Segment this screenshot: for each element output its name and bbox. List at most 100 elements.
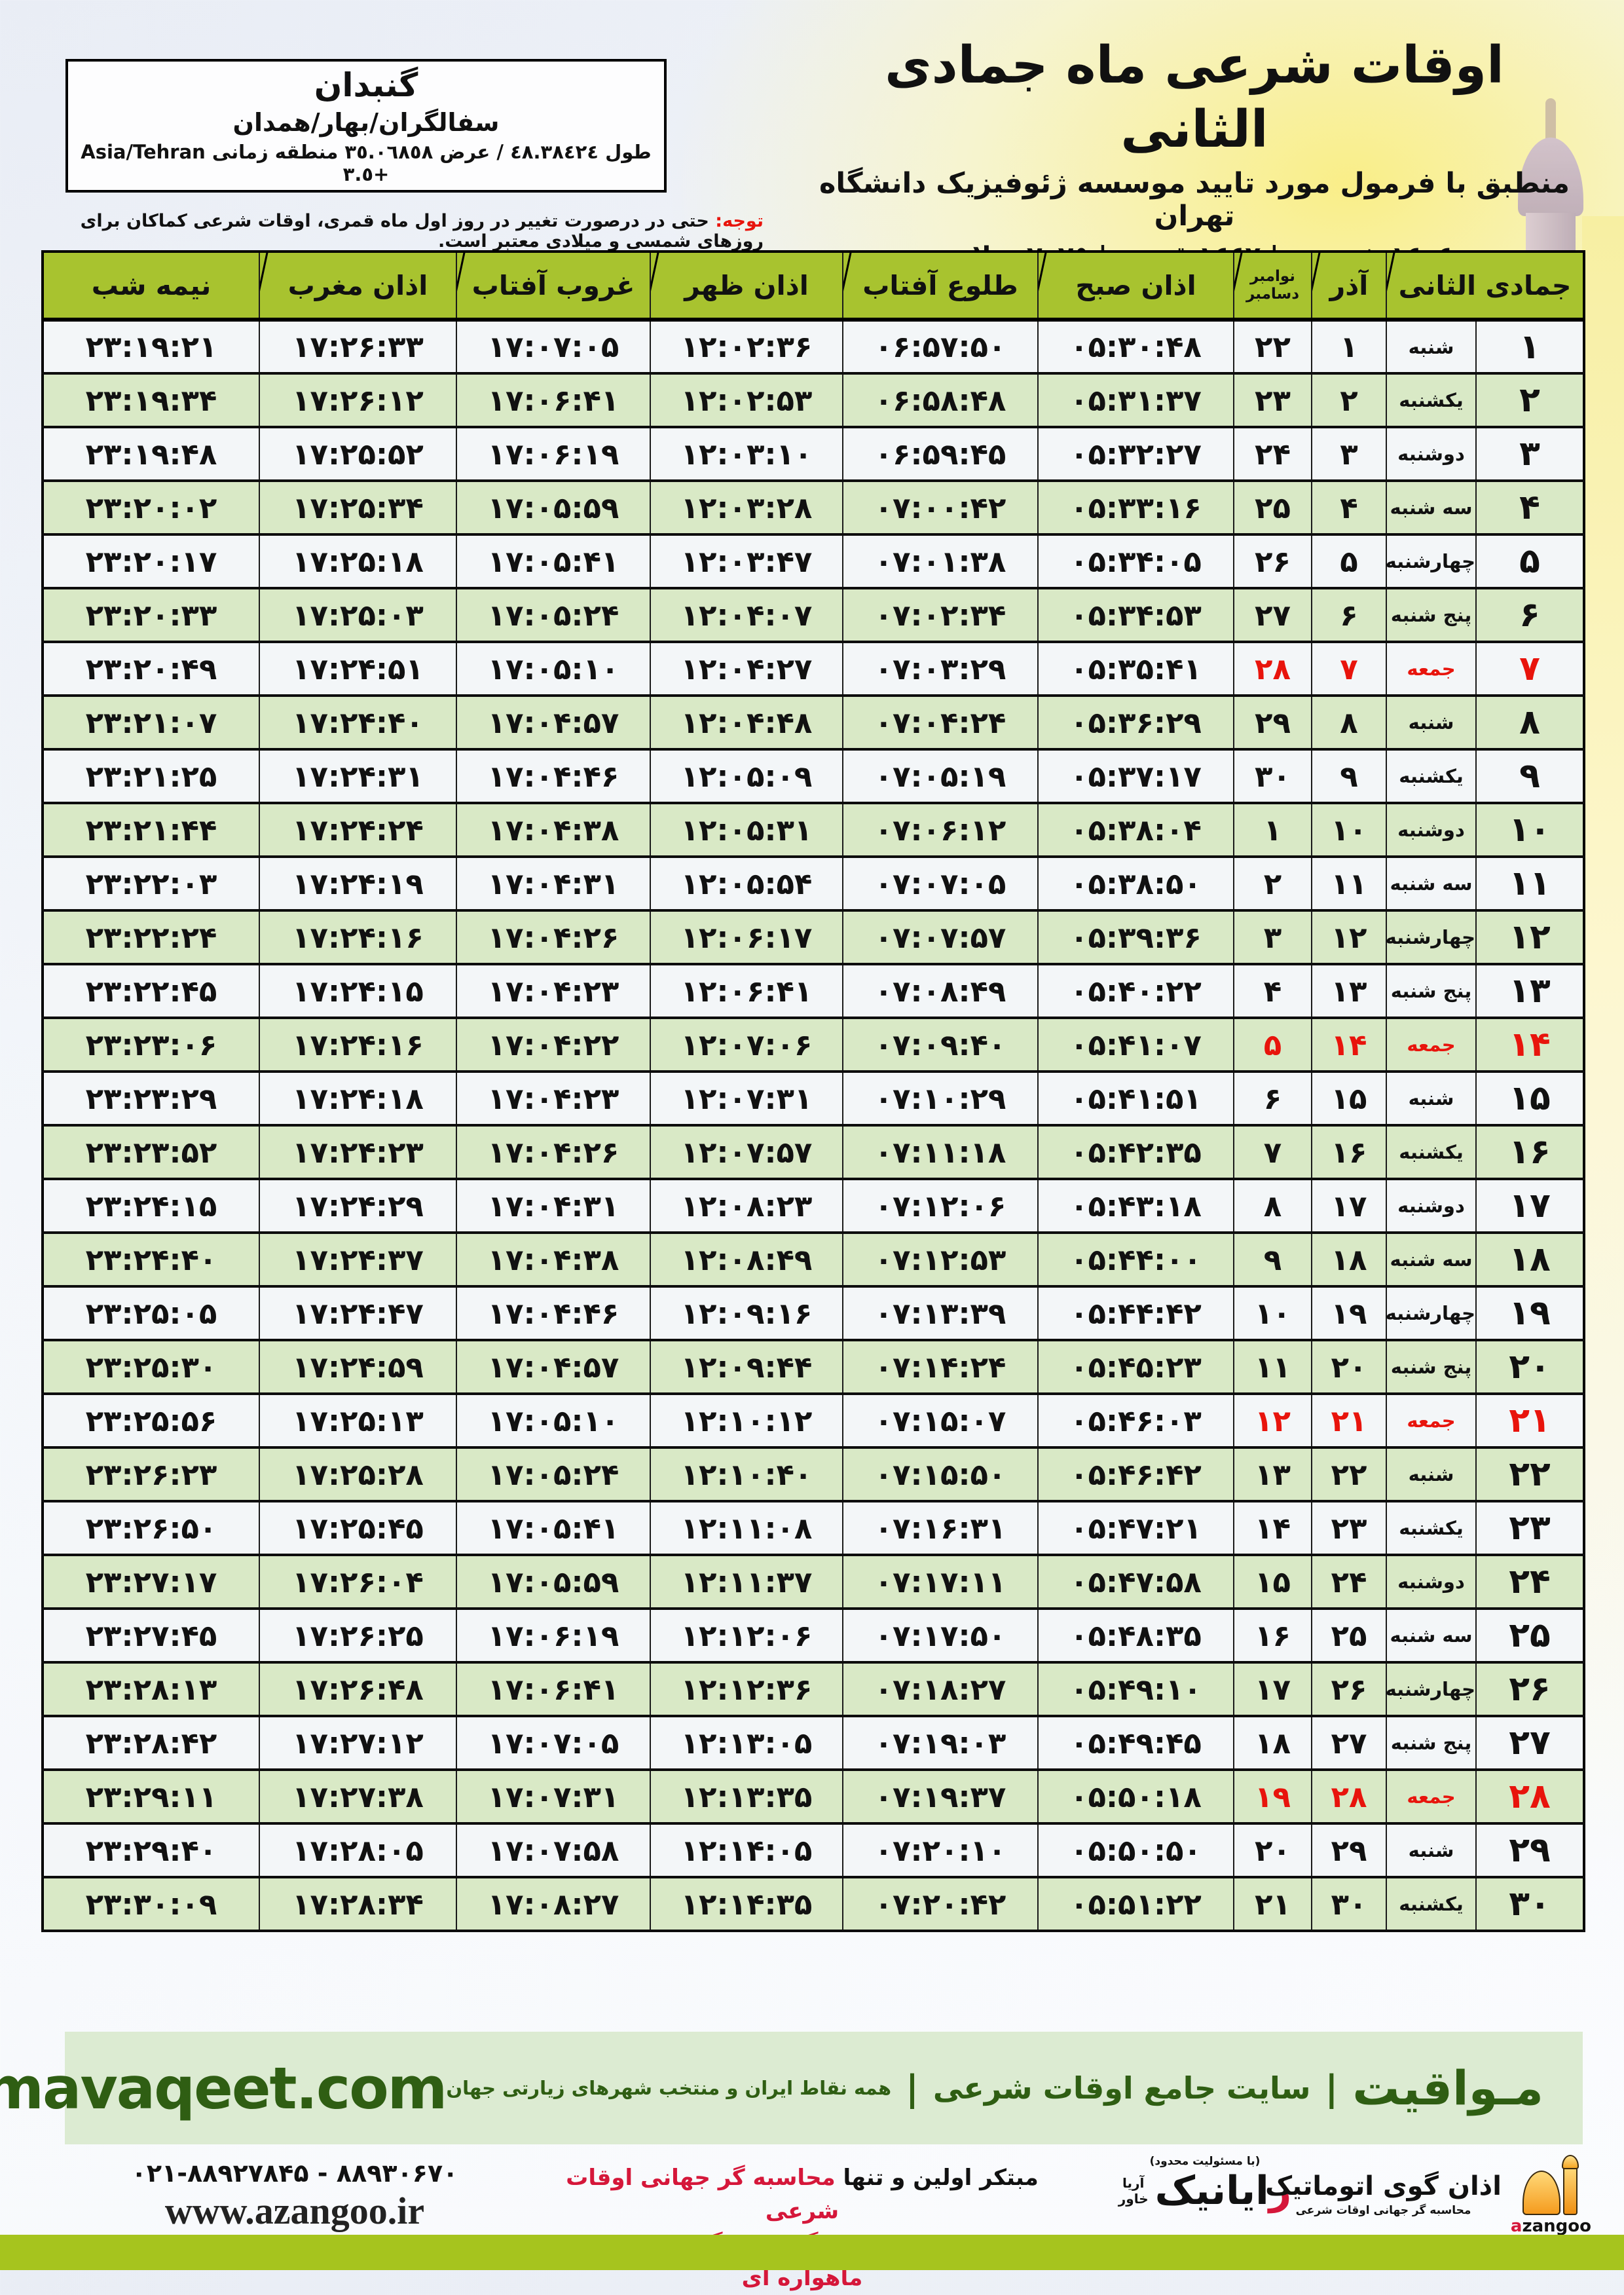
fajr-time: ۰۵:۴۱:۰۷	[1037, 1017, 1234, 1073]
maghrib-time: ۱۷:۲۶:۱۲	[259, 372, 457, 428]
header-dhuhr: اذان ظهر	[650, 251, 843, 322]
separator-bar: |	[1325, 2067, 1338, 2109]
fajr-time: ۰۵:۴۰:۲۲	[1037, 963, 1234, 1019]
table-row: ۴ سه شنبه ۴ ۲۵ ۰۵:۳۳:۱۶ ۰۷:۰۰:۴۲ ۱۲:۰۳:۲…	[42, 479, 1585, 536]
rayanik-sub-line2: خاور	[1118, 2191, 1149, 2207]
table-row: ۱ شنبه ۱ ۲۲ ۰۵:۳۰:۴۸ ۰۶:۵۷:۵۰ ۱۲:۰۲:۳۶ ۱…	[42, 318, 1585, 375]
azar-day-number: ۱۶	[1311, 1124, 1387, 1180]
mavaqeet-url[interactable]: mavaqeet.com	[0, 2054, 447, 2122]
fajr-time: ۰۵:۴۳:۱۸	[1037, 1178, 1234, 1234]
gregorian-day-number: ۲۲	[1233, 318, 1312, 375]
table-row: ۷ جمعه ۷ ۲۸ ۰۵:۳۵:۴۱ ۰۷:۰۳:۲۹ ۱۲:۰۴:۲۷ ۱…	[42, 641, 1585, 697]
fajr-time: ۰۵:۴۸:۳۵	[1037, 1607, 1234, 1664]
sunrise-time: ۰۷:۱۲:۵۳	[842, 1231, 1039, 1288]
sunset-time: ۱۷:۰۴:۵۷	[456, 1339, 651, 1395]
midnight-time: ۲۳:۱۹:۴۸	[42, 426, 260, 482]
gregorian-day-number: ۱۸	[1233, 1715, 1312, 1771]
weekday-name: پنج شنبه	[1386, 587, 1477, 643]
weekday-name: یکشنبه	[1386, 1124, 1477, 1180]
sunrise-time: ۰۷:۱۹:۳۷	[842, 1768, 1039, 1825]
sunrise-time: ۰۷:۰۹:۴۰	[842, 1017, 1039, 1073]
gregorian-day-number: ۱۳	[1233, 1446, 1312, 1502]
notice-line: توجه: حتی در درصورت تغییر در روز اول ماه…	[43, 211, 764, 252]
dhuhr-time: ۱۲:۱۴:۳۵	[650, 1876, 843, 1932]
sunrise-time: ۰۷:۱۹:۰۳	[842, 1715, 1039, 1771]
sunrise-time: ۰۷:۱۶:۳۱	[842, 1500, 1039, 1556]
azar-day-number: ۸	[1311, 694, 1387, 751]
sunset-time: ۱۷:۰۵:۵۹	[456, 1554, 651, 1610]
midnight-time: ۲۳:۲۸:۱۳	[42, 1661, 260, 1717]
fajr-time: ۰۵:۳۸:۵۰	[1037, 855, 1234, 912]
jumada-day-number: ۱۷	[1475, 1178, 1585, 1234]
rayanik-logo: (با مسئولیت محدود) رایانیک آریا خاور	[1100, 2155, 1310, 2214]
jumada-day-number: ۱۰	[1475, 802, 1585, 858]
weekday-name: یکشنبه	[1386, 1876, 1477, 1932]
maghrib-time: ۱۷:۲۶:۰۴	[259, 1554, 457, 1610]
mosque-dome-icon	[1522, 2152, 1579, 2215]
fajr-time: ۰۵:۴۷:۵۸	[1037, 1554, 1234, 1610]
promo-line1-black: مبتکر اولین و تنها	[835, 2165, 1039, 2191]
dhuhr-time: ۱۲:۰۲:۵۳	[650, 372, 843, 428]
sunset-time: ۱۷:۰۴:۳۸	[456, 802, 651, 858]
midnight-time: ۲۳:۲۳:۲۹	[42, 1070, 260, 1127]
jumada-day-number: ۲۸	[1475, 1768, 1585, 1825]
jumada-day-number: ۲۶	[1475, 1661, 1585, 1717]
right-ornament-strip	[1582, 216, 1624, 1867]
midnight-time: ۲۳:۲۷:۱۷	[42, 1554, 260, 1610]
rayanik-subtitle: آریا خاور	[1118, 2175, 1149, 2207]
maghrib-time: ۱۷:۲۴:۱۹	[259, 855, 457, 912]
sunset-time: ۱۷:۰۵:۱۰	[456, 1392, 651, 1449]
dhuhr-time: ۱۲:۰۷:۳۱	[650, 1070, 843, 1127]
azar-day-number: ۲۷	[1311, 1715, 1387, 1771]
gregorian-day-number: ۹	[1233, 1231, 1312, 1288]
sunrise-time: ۰۷:۱۵:۵۰	[842, 1446, 1039, 1502]
fajr-time: ۰۵:۴۶:۰۳	[1037, 1392, 1234, 1449]
rayanik-name-row: رایانیک آریا خاور	[1100, 2168, 1310, 2214]
sunrise-time: ۰۷:۰۷:۵۷	[842, 909, 1039, 965]
fajr-time: ۰۵:۳۴:۵۳	[1037, 587, 1234, 643]
azar-day-number: ۲۴	[1311, 1554, 1387, 1610]
gregorian-day-number: ۱۴	[1233, 1500, 1312, 1556]
jumada-day-number: ۴	[1475, 479, 1585, 536]
maghrib-time: ۱۷:۲۸:۰۵	[259, 1822, 457, 1878]
table-row: ۲۳ یکشنبه ۲۳ ۱۴ ۰۵:۴۷:۲۱ ۰۷:۱۶:۳۱ ۱۲:۱۱:…	[42, 1500, 1585, 1556]
fajr-time: ۰۵:۵۱:۲۲	[1037, 1876, 1234, 1932]
sunrise-time: ۰۷:۰۱:۳۸	[842, 533, 1039, 589]
maghrib-time: ۱۷:۲۵:۱۳	[259, 1392, 457, 1449]
maghrib-time: ۱۷:۲۸:۳۴	[259, 1876, 457, 1932]
maghrib-time: ۱۷:۲۵:۲۸	[259, 1446, 457, 1502]
header-midnight: نیمه شب	[42, 251, 260, 322]
jumada-day-number: ۱۳	[1475, 963, 1585, 1019]
weekday-name: دوشنبه	[1386, 802, 1477, 858]
fajr-time: ۰۵:۳۴:۰۵	[1037, 533, 1234, 589]
gregorian-day-number: ۸	[1233, 1178, 1312, 1234]
azangoo-url[interactable]: www.azangoo.ir	[164, 2190, 425, 2232]
jumada-day-number: ۸	[1475, 694, 1585, 751]
table-row: ۶ پنج شنبه ۶ ۲۷ ۰۵:۳۴:۵۳ ۰۷:۰۲:۳۴ ۱۲:۰۴:…	[42, 587, 1585, 643]
weekday-name: شنبه	[1386, 1446, 1477, 1502]
sunrise-time: ۰۷:۱۷:۵۰	[842, 1607, 1039, 1664]
azar-day-number: ۱۵	[1311, 1070, 1387, 1127]
midnight-time: ۲۳:۲۰:۳۳	[42, 587, 260, 643]
sunrise-time: ۰۷:۱۸:۲۷	[842, 1661, 1039, 1717]
location-district: سفالگران/بهار/همدان	[232, 108, 500, 137]
gregorian-day-number: ۲۰	[1233, 1822, 1312, 1878]
azar-day-number: ۱۲	[1311, 909, 1387, 965]
fajr-time: ۰۵:۵۰:۱۸	[1037, 1768, 1234, 1825]
azangoo-brand-rest: zangoo	[1522, 2216, 1591, 2236]
dhuhr-time: ۱۲:۰۹:۱۶	[650, 1285, 843, 1341]
page-title: اوقات شرعی ماه جمادی الثانی	[885, 36, 1504, 159]
fajr-time: ۰۵:۳۹:۳۶	[1037, 909, 1234, 965]
sunrise-time: ۰۷:۰۲:۳۴	[842, 587, 1039, 643]
maghrib-time: ۱۷:۲۵:۳۴	[259, 479, 457, 536]
fajr-time: ۰۵:۳۳:۱۶	[1037, 479, 1234, 536]
azar-day-number: ۲۸	[1311, 1768, 1387, 1825]
maghrib-time: ۱۷:۲۴:۱۶	[259, 909, 457, 965]
sunrise-time: ۰۷:۰۳:۲۹	[842, 641, 1039, 697]
maghrib-time: ۱۷:۲۴:۲۹	[259, 1178, 457, 1234]
azar-day-number: ۲۱	[1311, 1392, 1387, 1449]
sunset-time: ۱۷:۰۴:۳۱	[456, 855, 651, 912]
sunset-time: ۱۷:۰۴:۲۳	[456, 963, 651, 1019]
fajr-time: ۰۵:۴۹:۱۰	[1037, 1661, 1234, 1717]
